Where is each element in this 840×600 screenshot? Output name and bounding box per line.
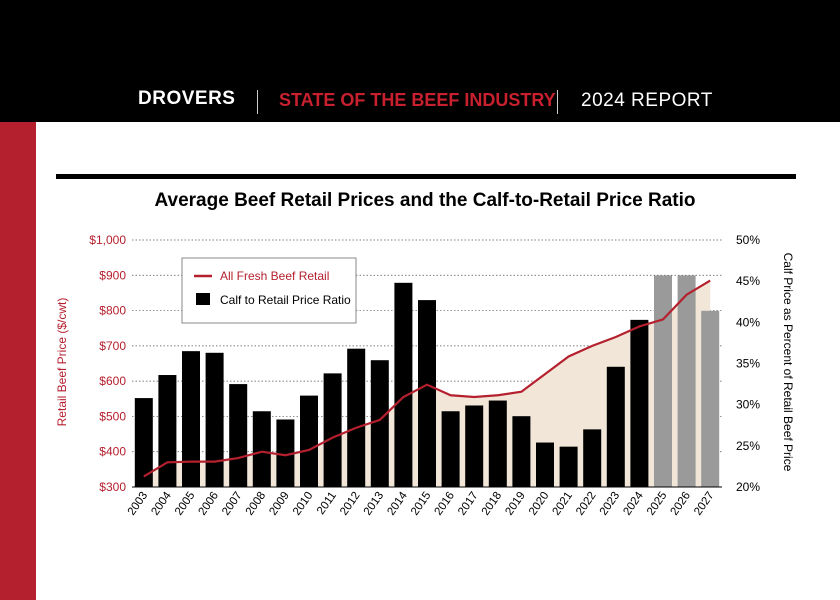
x-tick-label: 2025 [645,490,670,518]
y2-tick-label: 20% [736,480,760,494]
y2-tick-label: 50% [736,233,760,247]
ratio-bar [370,360,389,487]
x-tick-label: 2003 [126,490,151,518]
y2-tick-label: 30% [736,398,760,412]
area-layer [143,280,711,487]
ratio-bar [583,429,602,487]
x-tick-label: 2013 [362,490,387,518]
x-tick-label: 2020 [527,490,552,518]
y-tick-label: $500 [99,409,126,423]
y-tick-label: $300 [99,480,126,494]
ratio-bar [630,319,649,487]
ratio-bar [182,351,200,487]
x-tick-label: 2008 [244,490,269,518]
line-layer [143,279,711,478]
y2-tick-label: 25% [736,439,760,453]
x-tick-label: 2026 [669,490,694,518]
ratio-bar [441,411,460,487]
ratio-bar [559,446,578,487]
y2-tick-label: 40% [736,315,760,329]
ratio-bar [394,282,413,487]
y2-tick-label: 45% [736,274,760,288]
report-label: 2024 REPORT [581,90,713,111]
ratio-bar [512,416,531,487]
brand-logo: DROVERS [138,88,236,109]
y2-axis-label: Calf Price as Percent of Retail Beef Pri… [781,253,795,472]
legend: All Fresh Beef Retail Calf to Retail Pri… [181,257,357,324]
x-tick-label: 2023 [598,490,623,518]
y-tick-label: $400 [99,445,126,459]
x-tick-label: 2007 [220,490,245,518]
x-tick-label: 2010 [291,490,316,518]
retail-price-area [143,280,711,487]
x-tick-label: 2016 [433,490,458,518]
ratio-bar [488,400,507,487]
ratio-bar [134,398,153,487]
title-rule [56,174,796,179]
ratio-bar [465,405,484,487]
x-tick-label: 2022 [574,490,599,518]
ratio-bar [300,395,318,487]
header-band [0,0,840,122]
header-divider [257,90,258,114]
ratio-bar [205,352,224,487]
ratio-bar [347,348,366,487]
x-tick-label: 2014 [385,489,410,517]
x-tick-label: 2019 [503,490,528,518]
x-tick-label: 2027 [692,490,717,518]
x-tick-label: 2009 [267,490,292,518]
legend-label-bar: Calf to Retail Price Ratio [220,293,351,307]
ratio-bar [654,275,672,487]
bars-layer [134,275,720,487]
y-tick-label: $1,000 [89,233,126,247]
publication-title: STATE OF THE BEEF INDUSTRY [279,90,556,110]
header-divider [557,90,558,114]
ratio-bar [536,442,554,487]
ratio-bar [252,411,271,487]
x-tick-label: 2011 [315,490,339,517]
y-axis-label: Retail Beef Price ($/cwt) [55,298,69,427]
ratio-bar [701,310,720,487]
left-accent-bar [0,122,36,600]
legend-label-line: All Fresh Beef Retail [220,269,329,283]
y-tick-label: $800 [99,304,126,318]
legend-box [181,257,357,324]
y-tick-label: $700 [99,339,126,353]
legend-bar-swatch [196,293,210,305]
ratio-bar [606,366,625,487]
y-tick-label: $600 [99,374,126,388]
x-tick-label: 2018 [480,490,505,518]
x-tick-label: 2006 [197,490,222,518]
x-tick-label: 2005 [173,490,198,518]
x-tick-label: 2021 [551,490,576,518]
y-tick-label: $900 [99,268,126,282]
ratio-bar [229,384,248,487]
ratio-bar [158,375,177,487]
x-tick-label: 2015 [409,490,434,518]
x-tick-label: 2004 [149,489,174,517]
ratio-bar [677,275,696,487]
ratio-bar [418,300,436,487]
x-tick-label: 2012 [338,490,363,518]
chart-title: Average Beef Retail Prices and the Calf-… [155,190,696,211]
retail-price-line [143,279,711,478]
ratio-bar [276,419,295,487]
x-tick-label: 2024 [621,489,646,517]
x-tick-label: 2017 [456,490,481,518]
ratio-bar [323,373,342,487]
y2-tick-label: 35% [736,357,760,371]
